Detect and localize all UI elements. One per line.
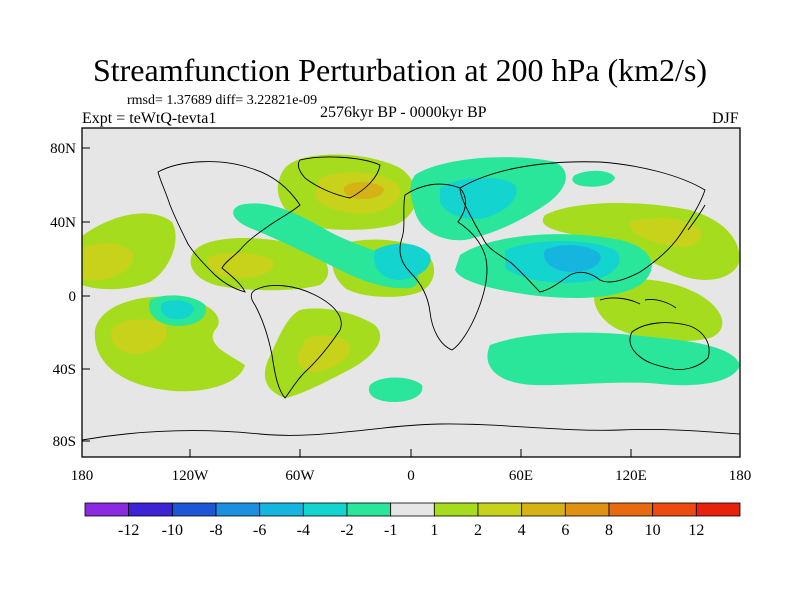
lon-label-60w: 60W [285, 468, 315, 484]
anomaly-south-asia-peak [544, 245, 601, 272]
colorbar: -12 -10 -8 -6 -4 -2 -1 1 2 4 6 8 10 12 [84, 502, 741, 539]
anomaly-far-east [572, 170, 615, 187]
coast-north-america [157, 161, 301, 293]
anomaly-southern-ocean-east [487, 332, 740, 386]
anomaly-east-asia-core [629, 217, 701, 248]
colorbar-label: -2 [340, 522, 353, 539]
colorbar-label: -12 [118, 522, 139, 539]
colorbar-swatch [477, 502, 523, 517]
lat-label-40s: 40S [53, 362, 76, 378]
colorbar-swatch [171, 502, 217, 517]
colorbar-swatch [84, 502, 130, 517]
lat-axis: 80N 40N 0 40S 80S [50, 141, 90, 450]
anomaly-north-atlantic-peak [343, 182, 384, 200]
colorbar-label: 8 [605, 522, 613, 539]
lat-label-0: 0 [69, 289, 77, 305]
anomaly-east-asia [542, 203, 740, 280]
season-label: DJF [712, 110, 739, 127]
coast-australia [629, 322, 710, 370]
lon-label-120w: 120W [172, 468, 210, 484]
colorbar-swatch [390, 502, 435, 517]
colorbar-swatch [608, 502, 654, 517]
colorbar-swatch [521, 502, 566, 517]
colorbar-swatch [128, 502, 173, 517]
coast-south-america [250, 285, 342, 399]
colorbar-swatch [564, 502, 610, 517]
colorbar-swatch [259, 502, 304, 517]
colorbar-label: -4 [297, 522, 310, 539]
colorbar-swatch [695, 502, 741, 517]
experiment-label: Expt = teWtQ-tevta1 [82, 110, 217, 127]
coast-japan [687, 204, 706, 231]
colorbar-label: -10 [162, 522, 183, 539]
contour-field [82, 128, 740, 457]
lon-axis: 180 120W 60W 0 60E 120E 180 [71, 449, 752, 484]
colorbar-label: 10 [645, 522, 661, 539]
period-label: 2576kyr BP - 0000kyr BP [320, 104, 487, 121]
lat-label-80n: 80N [50, 141, 76, 157]
anomaly-south-pacific-core [111, 319, 167, 354]
lat-label-80s: 80S [53, 434, 76, 450]
colorbar-label: 12 [688, 522, 704, 539]
lon-label-60e: 60E [509, 468, 533, 484]
lat-label-40n: 40N [50, 215, 76, 231]
lon-label-0: 0 [407, 468, 415, 484]
colorbar-label: 6 [561, 522, 569, 539]
colorbar-swatch [215, 502, 261, 517]
coastlines [82, 156, 740, 441]
colorbar-swatch [302, 502, 348, 517]
lon-label-180w: 180 [71, 468, 94, 484]
colorbar-label: -1 [384, 522, 397, 539]
stats-line: rmsd= 1.37689 diff= 3.22821e-09 [127, 93, 318, 108]
lon-label-180e: 180 [729, 468, 752, 484]
colorbar-label: -6 [253, 522, 266, 539]
lon-label-120e: 120E [615, 468, 647, 484]
anomaly-east-pacific-north-core [82, 243, 134, 281]
colorbar-label: 2 [474, 522, 482, 539]
colorbar-label: 4 [518, 522, 526, 539]
coast-antarctica [82, 423, 740, 441]
colorbar-swatch [346, 502, 392, 517]
anomaly-arctic-band [233, 203, 419, 289]
anomaly-caribbean-core [207, 252, 274, 278]
anomaly-south-atlantic-small [368, 377, 423, 402]
anomaly-east-pacific-tropic-core [160, 300, 194, 320]
colorbar-label: -8 [209, 522, 222, 539]
coast-greenland [297, 156, 381, 199]
anomaly-south-america-core [297, 335, 351, 373]
colorbar-swatch [433, 502, 479, 517]
colorbar-swatch [652, 502, 697, 517]
coast-asia [459, 161, 706, 293]
coast-indonesia [599, 297, 677, 309]
colorbar-label: 1 [430, 522, 438, 539]
plot-title: Streamfunction Perturbation at 200 hPa (… [92, 52, 708, 88]
